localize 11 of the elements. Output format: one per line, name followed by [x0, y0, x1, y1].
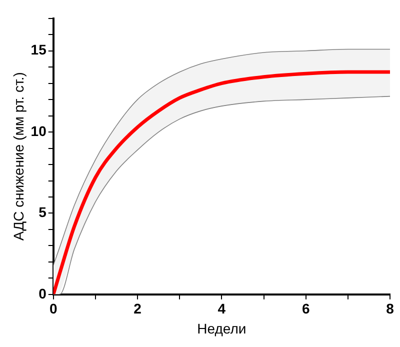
y-tick-label: 5	[38, 204, 47, 220]
y-tick-label: 0	[38, 285, 47, 302]
y-tick-label: 15	[30, 42, 47, 58]
y-axis-title: АДС снижение (мм рт. ст.)	[10, 72, 26, 241]
x-tick-label: 6	[302, 300, 310, 317]
x-tick-label: 4	[218, 300, 226, 317]
x-tick-label: 0	[49, 300, 58, 317]
x-tick-label: 8	[386, 300, 394, 317]
y-tick-label: 10	[30, 122, 47, 139]
x-tick-label: 2	[134, 300, 142, 317]
x-axis-title: Недели	[197, 320, 246, 336]
